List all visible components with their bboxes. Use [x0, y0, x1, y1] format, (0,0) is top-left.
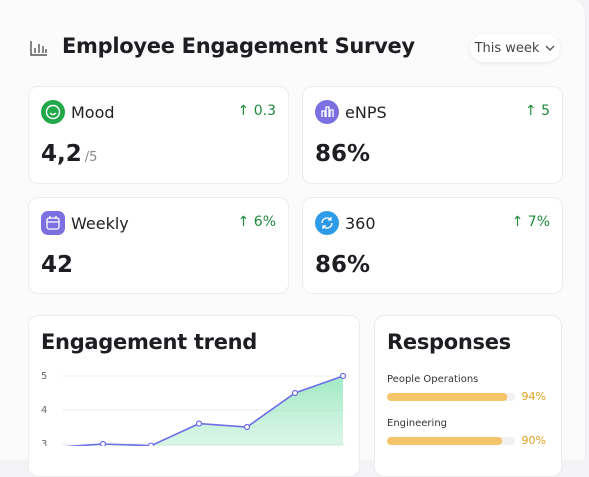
- period-dropdown[interactable]: This week: [470, 34, 560, 62]
- responses-title: Responses: [387, 330, 511, 354]
- metric-card: eNPS ↑ 5 86%: [302, 86, 563, 184]
- chart-icon: [30, 41, 47, 56]
- y-tick-label: 4: [41, 405, 47, 416]
- metric-card: Weekly ↑ 6% 42: [28, 197, 289, 294]
- charts-layer: 5 4 3 People Operations 94% Engineering 90%: [41, 371, 546, 446]
- bar: [387, 437, 503, 445]
- enps-icon: [315, 100, 339, 124]
- response-name: People Operations: [387, 374, 478, 385]
- response-name: Engineering: [387, 418, 447, 429]
- period-label: This week: [474, 40, 540, 56]
- delta-value: 6%: [253, 214, 276, 230]
- trend-area: [74, 376, 343, 446]
- delta-value: 0.3: [253, 103, 276, 119]
- metric-label: 360: [345, 214, 376, 233]
- mood-icon: [41, 100, 65, 124]
- metric-delta: ↑ 7%: [511, 214, 550, 230]
- weekly-icon: [41, 211, 65, 235]
- trend-point: [339, 372, 347, 380]
- bar: [387, 393, 508, 401]
- metric-value: 86%: [315, 141, 371, 167]
- metric-delta: ↑ 0.3: [237, 103, 276, 119]
- metric-label: Weekly: [71, 214, 129, 233]
- y-tick-label: 5: [41, 371, 47, 382]
- delta-value: 5: [541, 103, 550, 119]
- metric-value: 4,2/5: [41, 141, 97, 167]
- page: {"header": {"title": "Employee Engagemen…: [28, 0, 586, 477]
- metric-label: Mood: [71, 103, 115, 122]
- metric-card: 360 ↑ 7% 86%: [302, 197, 563, 294]
- chevron: [545, 45, 555, 51]
- metric-value: 86%: [315, 252, 371, 278]
- trend-point: [243, 423, 251, 431]
- bar-value-label: 94%: [522, 390, 546, 403]
- metric-value: 42: [41, 252, 74, 278]
- cycle-icon: [315, 211, 339, 235]
- trend-title: Engagement trend: [41, 330, 258, 354]
- bar-value-label: 90%: [522, 434, 546, 446]
- value-text: 4,2: [41, 141, 82, 167]
- trend-point: [291, 389, 299, 397]
- delta-value: 7%: [527, 214, 550, 230]
- trend-point: [99, 440, 107, 446]
- page-title: Employee Engagement Survey: [62, 34, 415, 58]
- trend-point: [195, 420, 203, 427]
- y-tick-label: 3: [41, 439, 47, 446]
- metric-delta: ↑ 6%: [237, 214, 276, 230]
- value-unit: /5: [84, 150, 98, 165]
- metric-card: Mood ↑ 0.3 4,2/5: [28, 86, 289, 184]
- metric-delta: ↑ 5: [524, 103, 550, 119]
- metric-label: eNPS: [345, 103, 387, 122]
